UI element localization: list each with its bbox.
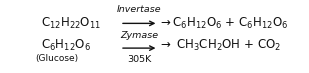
Text: 305K: 305K — [127, 55, 151, 64]
Text: $\rightarrow$ CH$_{3}$CH$_{2}$OH + CO$_{2}$: $\rightarrow$ CH$_{3}$CH$_{2}$OH + CO$_{… — [158, 38, 281, 53]
Text: (Glucose): (Glucose) — [35, 54, 78, 63]
Text: $\rightarrow$C$_{6}$H$_{12}$O$_{6}$ + C$_{6}$H$_{12}$O$_{6}$: $\rightarrow$C$_{6}$H$_{12}$O$_{6}$ + C$… — [158, 16, 288, 31]
Text: C$_{12}$H$_{22}$O$_{11}$: C$_{12}$H$_{22}$O$_{11}$ — [41, 16, 101, 31]
Text: C$_{6}$H$_{12}$O$_{6}$: C$_{6}$H$_{12}$O$_{6}$ — [41, 38, 91, 53]
Text: Zymase: Zymase — [120, 31, 158, 40]
Text: Invertase: Invertase — [117, 5, 162, 14]
